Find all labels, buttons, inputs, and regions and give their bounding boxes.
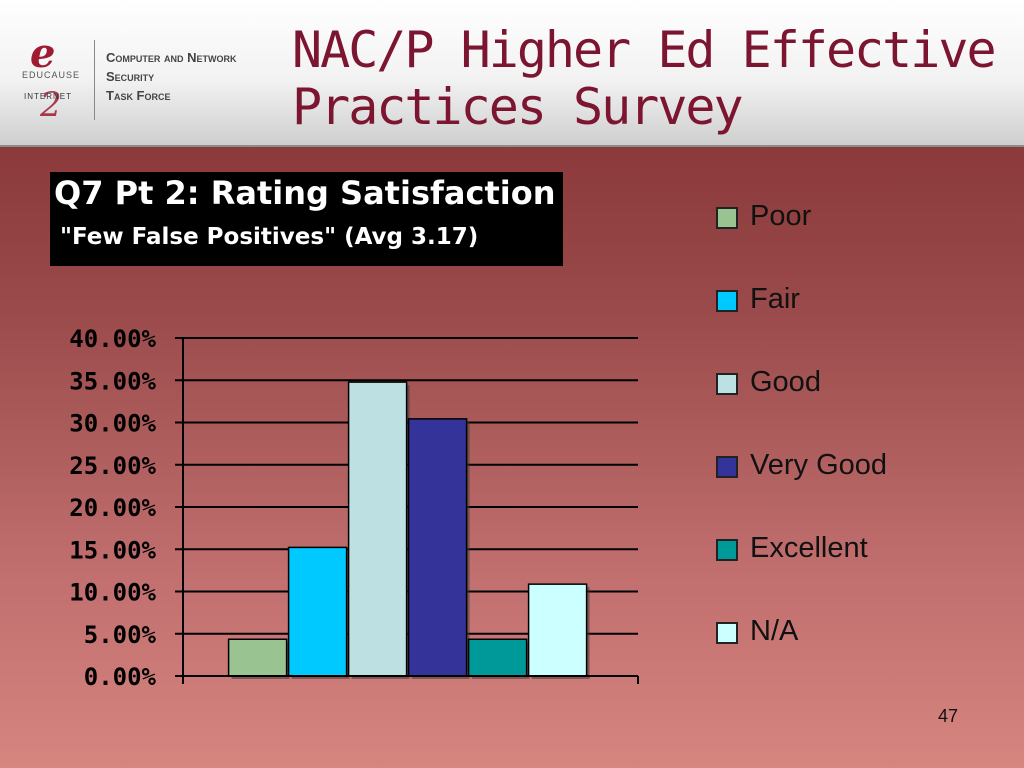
task-force-line3: Task Force [106,88,171,103]
y-tick-label: 10.00% [69,579,156,607]
legend-item: Very Good [716,447,1016,530]
chart-title-box: Q7 Pt 2: Rating Satisfaction "Few False … [50,172,563,266]
y-tick-label: 15.00% [69,536,156,564]
y-tick-label: 40.00% [69,325,156,353]
legend-swatch [716,207,738,229]
educause-e-logo: e [30,30,56,77]
legend-item: N/A [716,613,1016,696]
bar-excellent [467,638,528,677]
bar-fair [287,546,348,677]
legend-item: Excellent [716,530,1016,613]
legend-label: Good [750,366,821,398]
bar-good [347,381,408,677]
task-force-line1: Computer and Network [106,50,237,65]
y-tick-label: 25.00% [69,452,156,480]
bar-n-a [527,583,588,677]
chart-legend: Poor Fair Good Very Good Excellent N/A [716,198,1016,696]
legend-item: Fair [716,281,1016,364]
legend-label: Fair [750,283,800,315]
legend-swatch [716,622,738,644]
bar-very-good [407,418,468,677]
chart-title-line2: "Few False Positives" (Avg 3.17) [60,224,479,250]
legend-swatch [716,539,738,561]
slide-title-line1: NAC/P Higher Ed Effective [292,21,997,79]
bar-poor [227,638,288,677]
legend-swatch [716,290,738,312]
legend-item: Poor [716,198,1016,281]
educause-wordmark: EDUCAUSE [22,70,81,80]
page-number: 47 [938,706,959,726]
logo-divider [94,40,95,120]
slide-title: NAC/P Higher Ed Effective Practices Surv… [292,22,1012,136]
slide-header: e EDUCAUSE 2 INTERNET Computer and Netwo… [0,0,1024,147]
chart-title-line1: Q7 Pt 2: Rating Satisfaction [54,174,556,212]
legend-label: Excellent [750,532,868,564]
y-tick-label: 35.00% [69,367,156,395]
y-tick-label: 5.00% [84,621,157,649]
task-force-logo: e EDUCAUSE 2 INTERNET Computer and Netwo… [18,30,278,130]
task-force-name: Computer and Network Security Task Force [106,48,237,105]
legend-label: Very Good [750,449,888,481]
internet-wordmark: INTERNET [24,92,72,101]
internet2-logo: 2 [40,85,62,125]
y-tick-label: 0.00% [84,663,157,691]
y-tick-label: 20.00% [69,494,156,522]
legend-item: Good [716,364,1016,447]
legend-label: N/A [750,615,799,647]
slide-title-line2: Practices Survey [292,78,744,136]
y-tick-label: 30.00% [69,410,156,438]
task-force-line2: Security [106,69,155,84]
legend-swatch [716,373,738,395]
legend-label: Poor [750,200,812,232]
legend-swatch [716,456,738,478]
